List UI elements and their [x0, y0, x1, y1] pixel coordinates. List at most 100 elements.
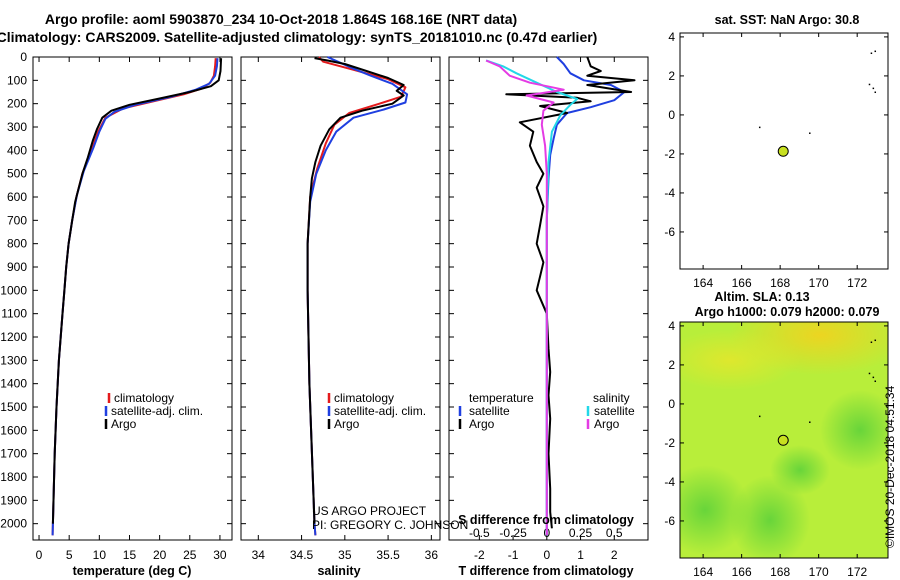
- legend-climatology-label: climatology: [334, 391, 394, 405]
- map-y-tick-label: -4: [664, 475, 675, 489]
- map-y-tick-label: 4: [668, 319, 675, 333]
- salinity-plot: 34 34.5 35 35.5 36: [241, 56, 440, 562]
- depth-axis-labels: 0 100 200 300 400 500 600 700 800 900 1000 1100 1200…: [0, 50, 27, 531]
- sla-low-patch: [730, 475, 810, 558]
- depth-tick-label: 200: [7, 97, 27, 111]
- depth-tick-label: 1000: [0, 283, 27, 297]
- figure-title-line1: Argo profile: aoml 5903870_234 10-Oct-20…: [45, 11, 517, 27]
- difference-top-xlabel: S difference from climatology: [458, 513, 634, 527]
- map-x-tick-label: 170: [809, 565, 829, 579]
- map-x-tick-label: 164: [693, 276, 713, 290]
- series-line: [306, 57, 405, 524]
- legend-satellite-label: satellite-adj. clim.: [334, 404, 426, 418]
- map-x-tick-label: 172: [847, 565, 867, 579]
- legend-argo-label: Argo: [111, 417, 137, 431]
- x-tick-label: -1: [508, 548, 519, 562]
- salinity-legend: climatology satellite-adj. clim. Argo: [327, 391, 426, 431]
- series-line: [51, 58, 223, 524]
- x-tick-label: 10: [93, 548, 107, 562]
- sla-map-title-line2: Argo h1000: 0.079 h2000: 0.079: [695, 305, 880, 319]
- map-y-tick-label: -4: [664, 186, 675, 200]
- depth-tick-label: 1600: [0, 423, 27, 437]
- sla-heatmap: [680, 322, 888, 558]
- x-tick-label: 1: [577, 548, 584, 562]
- sst-map-frame: [679, 32, 889, 270]
- depth-tick-label: 1100: [1, 307, 27, 321]
- series-line: [306, 56, 409, 536]
- map-x-tick-label: 170: [809, 276, 829, 290]
- depth-tick-label: 1500: [0, 400, 27, 414]
- difference-legend: temperature satellite Argo salinity sate…: [458, 391, 635, 431]
- x-tick-label: 20: [153, 548, 167, 562]
- sst-map-title: sat. SST: NaN Argo: 30.8: [715, 13, 860, 27]
- sst-map-plot: 164 166 168 170 172 -6 -4 -2 0 2 4: [664, 30, 888, 290]
- legend-salinity-title: salinity: [593, 391, 630, 405]
- x-tick-label: -2: [474, 548, 485, 562]
- map-y-tick-label: 0: [668, 397, 675, 411]
- x-tick-label: 34: [252, 548, 266, 562]
- depth-tick-label: 1800: [0, 470, 27, 484]
- sla-low-patch: [770, 445, 830, 495]
- sla-map-plot: 164 166 168 170 172 -6 -4 -2 0 2 4: [664, 319, 888, 579]
- temperature-xlabel: temperature (deg C): [73, 564, 192, 578]
- map-y-tick-label: 2: [668, 69, 675, 83]
- imos-watermark: ©IMOS 20-Dec-2018 04:51:34: [883, 385, 897, 548]
- depth-tick-label: 300: [7, 120, 27, 134]
- series-line: [485, 59, 565, 536]
- float-position-marker: [777, 434, 789, 446]
- island-mark: [872, 87, 875, 90]
- island-mark: [758, 415, 761, 418]
- island-mark: [809, 132, 811, 134]
- x-top-tick-label: -0.5: [469, 526, 490, 540]
- map-x-tick-label: 172: [847, 276, 867, 290]
- difference-plot: -2 -1 0 1 2-0.5 -0.25 0 0.25 0.5: [449, 56, 648, 562]
- depth-tick-label: 500: [7, 167, 27, 181]
- sla-high-patch: [680, 330, 800, 390]
- x-tick-label: 0: [543, 548, 550, 562]
- island-mark: [874, 50, 877, 53]
- x-tick-label: 34.5: [290, 548, 314, 562]
- island-mark: [874, 339, 877, 342]
- island-mark: [868, 83, 871, 86]
- map-y-tick-label: -2: [664, 436, 675, 450]
- island-mark: [874, 380, 877, 383]
- island-mark: [870, 341, 873, 344]
- depth-tick-label: 900: [7, 260, 27, 274]
- depth-tick-label: 700: [7, 213, 27, 227]
- depth-tick-label: 400: [7, 143, 27, 157]
- x-tick-label: 35: [338, 548, 352, 562]
- x-top-tick-label: 0.5: [606, 526, 623, 540]
- map-y-tick-label: -6: [664, 514, 675, 528]
- series-line: [505, 56, 636, 529]
- x-top-tick-label: 0.25: [569, 526, 593, 540]
- x-tick-label: 15: [123, 548, 137, 562]
- legend-climatology-label: climatology: [114, 391, 174, 405]
- series-line: [306, 56, 407, 536]
- map-y-tick-label: -6: [664, 225, 675, 239]
- legend-satellite-label: satellite-adj. clim.: [111, 404, 203, 418]
- salinity-panel: [240, 56, 441, 541]
- depth-tick-label: 1200: [0, 330, 27, 344]
- depth-tick-label: 1900: [0, 493, 27, 507]
- sla-map-title-line1: Altim. SLA: 0.13: [714, 290, 809, 304]
- map-x-tick-label: 168: [770, 565, 790, 579]
- depth-tick-label: 1700: [0, 447, 27, 461]
- sla-map-frame: [679, 321, 889, 559]
- salinity-xlabel: salinity: [317, 564, 360, 578]
- series-line: [51, 58, 217, 536]
- legend-t-satellite-label: satellite: [469, 404, 510, 418]
- island-mark: [868, 372, 871, 375]
- map-y-tick-label: 0: [668, 108, 675, 122]
- series-line: [545, 56, 626, 536]
- island-mark: [809, 421, 811, 423]
- float-position-marker: [777, 145, 789, 157]
- legend-s-argo-label: Argo: [594, 417, 620, 431]
- island-mark: [758, 126, 761, 129]
- legend-temperature-title: temperature: [469, 391, 534, 405]
- depth-tick-label: 100: [7, 73, 27, 87]
- map-y-tick-label: 4: [668, 30, 675, 44]
- x-tick-label: 36: [425, 548, 439, 562]
- temperature-plot: 0 5 10 15 20 25 30: [33, 56, 232, 562]
- depth-tick-label: 1300: [0, 353, 27, 367]
- x-tick-label: 5: [66, 548, 73, 562]
